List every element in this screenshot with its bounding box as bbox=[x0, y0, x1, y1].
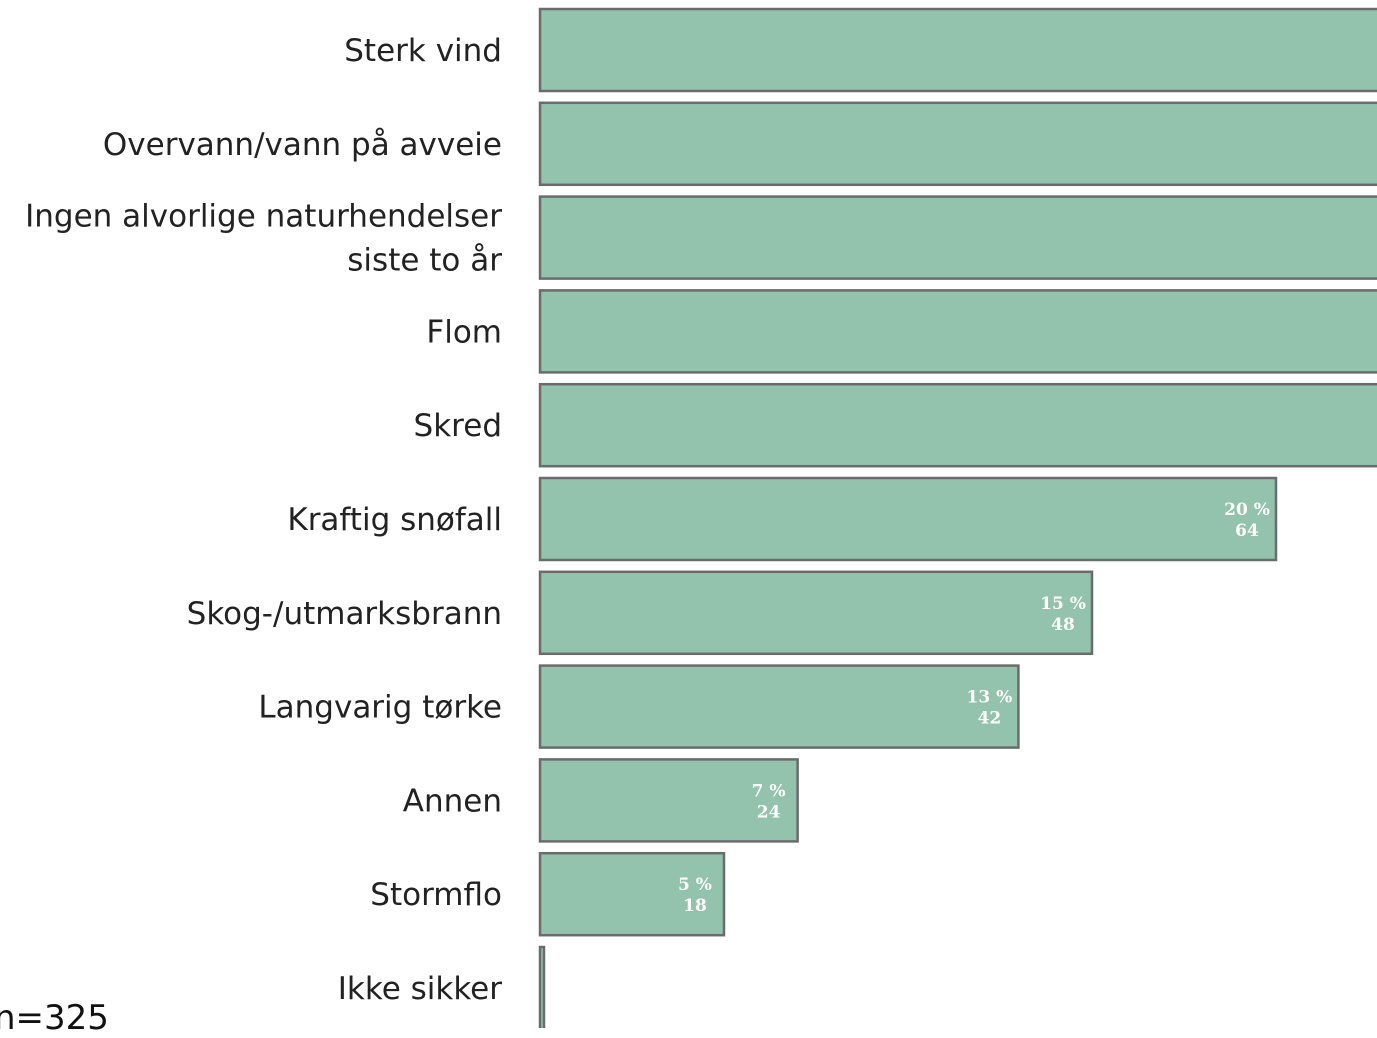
percent-label-5: 20 % bbox=[1224, 500, 1270, 520]
sample-size-note: n=325 bbox=[0, 998, 109, 1038]
category-label-1: Overvann/vann på avveie bbox=[103, 127, 502, 163]
bar-5 bbox=[538, 476, 1278, 562]
percent-label-8: 7 % bbox=[752, 781, 786, 801]
category-label-7: Langvarig tørke bbox=[258, 690, 502, 726]
category-labels: Sterk vind Overvann/vann på avveie Ingen a… bbox=[25, 33, 502, 1007]
count-label-5: 64 bbox=[1235, 521, 1259, 541]
bar-1 bbox=[538, 101, 1377, 187]
category-label-9: Stormflo bbox=[370, 877, 502, 913]
count-label-7: 42 bbox=[978, 709, 1002, 729]
category-label-5: Kraftig snøfall bbox=[287, 502, 502, 538]
category-label-6: Skog-/utmarksbrann bbox=[187, 596, 502, 632]
bar-0 bbox=[538, 7, 1377, 93]
category-label-2: Ingen alvorlige naturhendelser siste to å… bbox=[25, 199, 502, 279]
bar-8 bbox=[538, 758, 799, 843]
bar-7 bbox=[538, 664, 1020, 749]
bar-3 bbox=[538, 289, 1377, 374]
bars-layer bbox=[538, 7, 1377, 1028]
count-label-8: 24 bbox=[757, 802, 781, 822]
bar-2 bbox=[538, 195, 1377, 280]
bar-4 bbox=[538, 382, 1377, 468]
bar-9 bbox=[538, 851, 726, 937]
percent-label-7: 13 % bbox=[967, 688, 1013, 708]
count-label-6: 48 bbox=[1051, 615, 1075, 635]
category-label-3: Flom bbox=[426, 314, 502, 350]
bar-6 bbox=[538, 570, 1094, 656]
category-label-4: Skred bbox=[414, 408, 502, 444]
category-label-10: Ikke sikker bbox=[338, 971, 503, 1007]
bar-10 bbox=[538, 945, 546, 1028]
percent-label-6: 15 % bbox=[1040, 594, 1086, 614]
percent-label-9: 5 % bbox=[678, 875, 712, 895]
count-label-9: 18 bbox=[683, 896, 707, 916]
category-label-0: Sterk vind bbox=[344, 33, 502, 69]
category-label-8: Annen bbox=[403, 783, 502, 819]
value-labels: 36 %11734 %11029 %9528 %9128 %9120 %6415… bbox=[678, 500, 1270, 916]
